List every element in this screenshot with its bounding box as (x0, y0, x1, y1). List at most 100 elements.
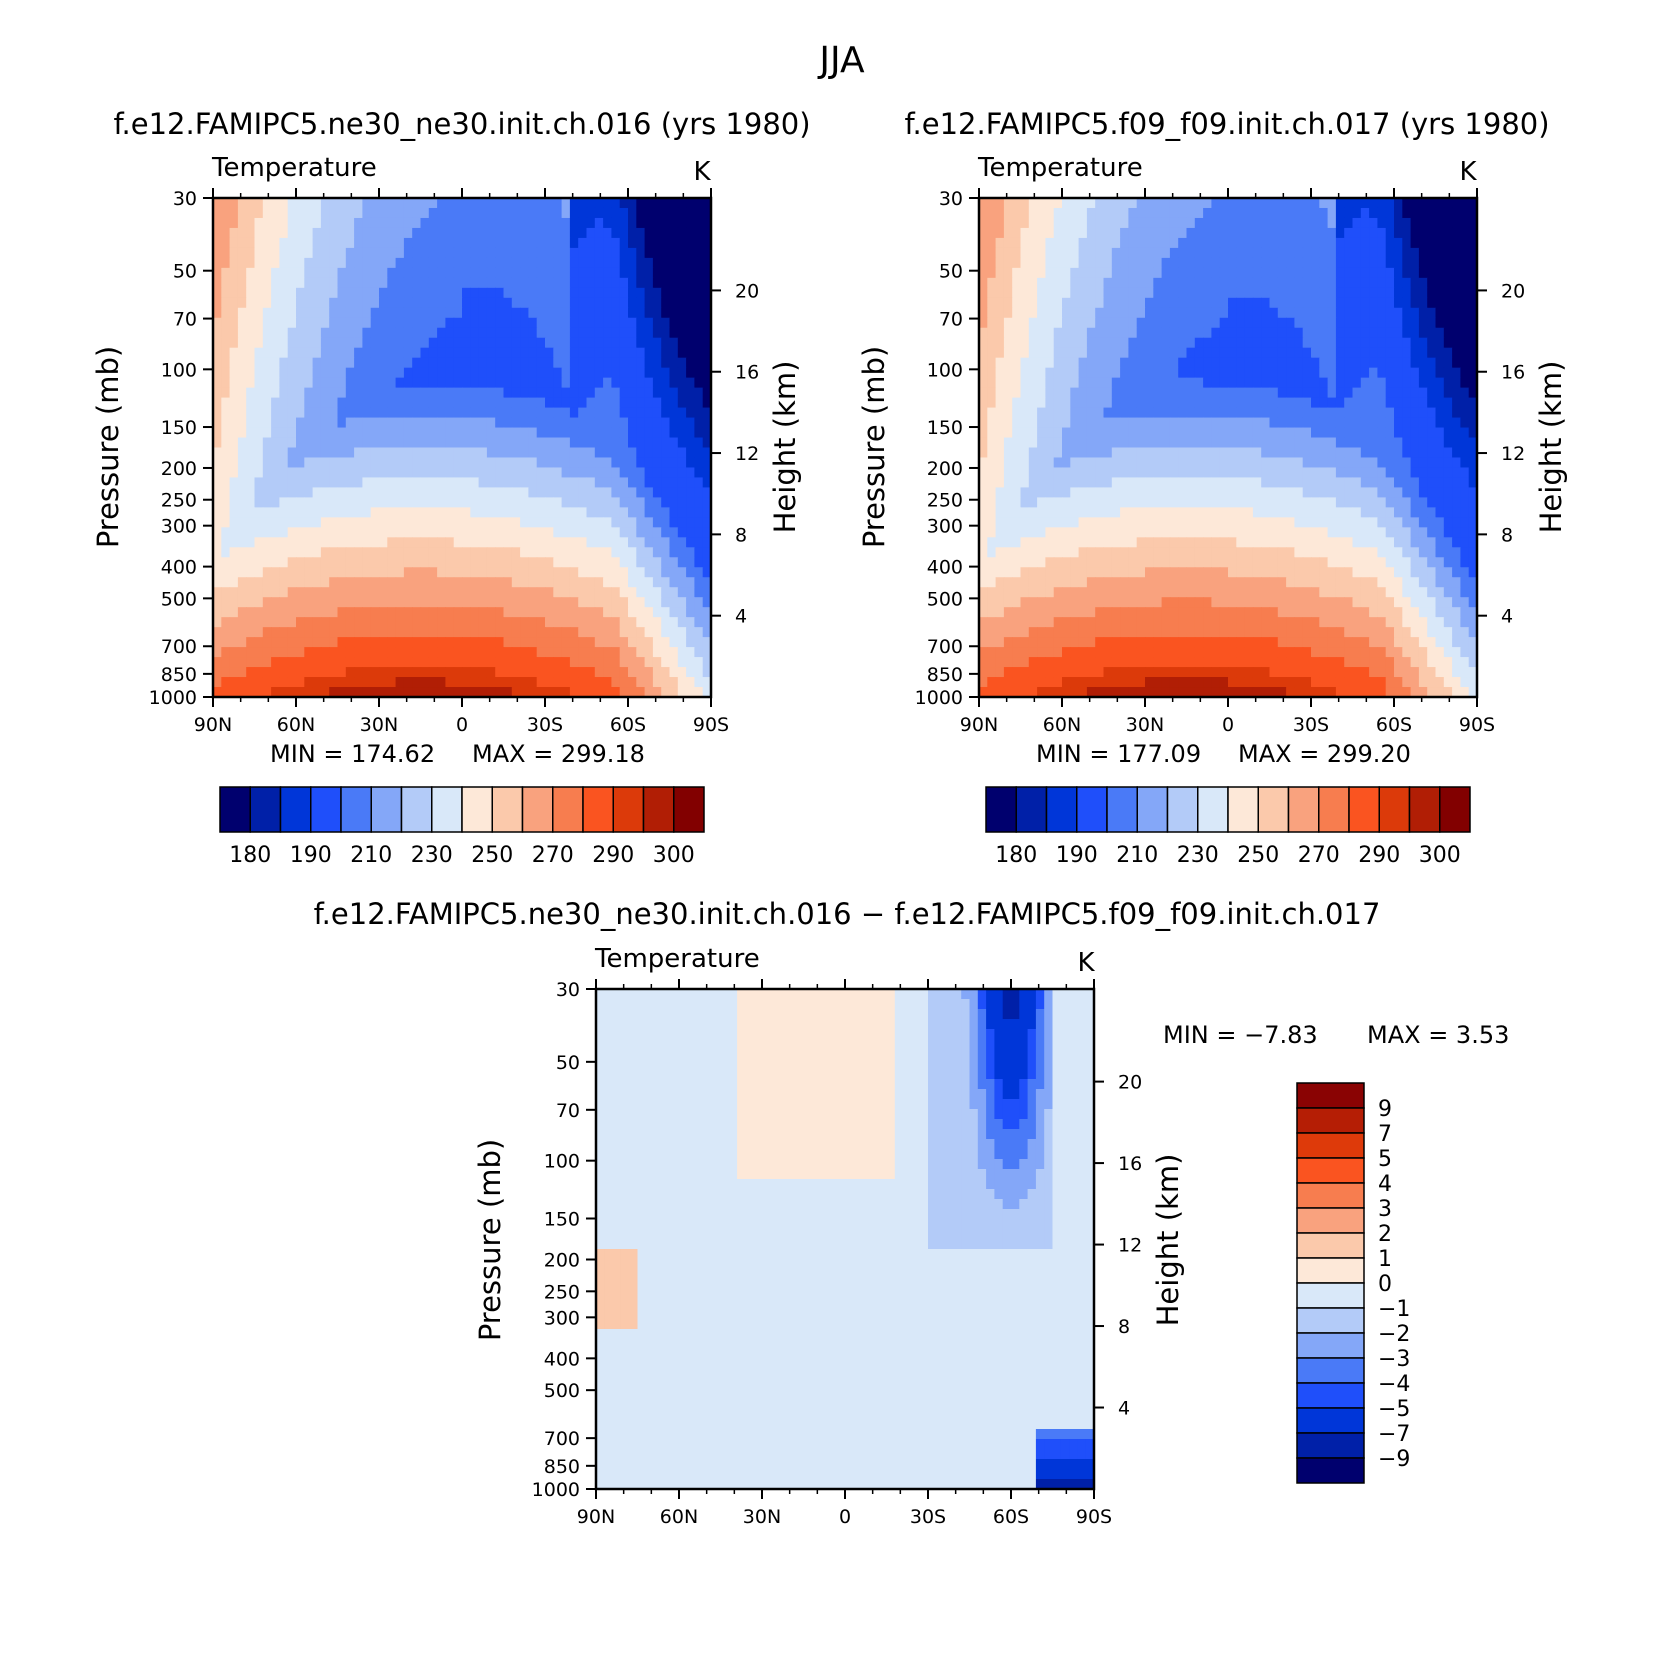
heat-cell (1252, 198, 1262, 209)
heat-cell (1103, 387, 1113, 399)
heat-cell (628, 247, 637, 259)
heat-cell (1012, 407, 1022, 419)
heat-cell (370, 217, 380, 229)
heat-cell (1153, 427, 1163, 439)
heat-cell (1327, 297, 1337, 309)
heat-cell (661, 677, 671, 688)
heat-cell (1136, 487, 1146, 498)
heat-cell (511, 657, 521, 668)
heat-cell (1003, 207, 1013, 219)
heat-cell (1269, 477, 1279, 489)
heat-cell (1443, 227, 1453, 239)
heat-cell (1261, 367, 1271, 379)
heat-cell (636, 567, 646, 578)
heat-cell (395, 357, 405, 369)
heat-cell (395, 617, 405, 628)
heat-cell (511, 457, 521, 469)
heat-cell (495, 557, 505, 568)
heat-cell (520, 467, 529, 479)
heat-cell (1327, 357, 1337, 369)
heat-cell (213, 627, 222, 638)
heat-cell (528, 247, 538, 259)
heat-cell (1427, 437, 1437, 449)
heat-cell (1062, 257, 1071, 269)
heat-cell (1145, 227, 1154, 239)
heat-cell (503, 517, 513, 528)
heat-cell (1269, 487, 1279, 498)
heat-cell (1443, 427, 1453, 439)
heat-cell (1219, 447, 1229, 459)
heat-cell (1385, 417, 1395, 429)
heat-cell (1352, 277, 1362, 289)
heat-cell (511, 637, 521, 648)
heat-cell (1418, 477, 1428, 489)
heat-cell (379, 527, 388, 538)
heat-cell (1261, 337, 1271, 349)
contour-fill (213, 198, 712, 698)
heat-cell (1219, 198, 1229, 209)
heat-cell (586, 257, 596, 269)
heat-cell (395, 327, 405, 339)
heat-cell (1344, 437, 1354, 449)
heat-cell (320, 507, 330, 518)
heat-cell (428, 287, 438, 299)
heat-cell (246, 307, 256, 319)
heat-cell (420, 367, 430, 379)
heat-cell (1369, 477, 1378, 489)
heat-cell (437, 447, 446, 459)
heat-cell (1053, 227, 1063, 239)
heat-cell (320, 457, 330, 469)
heat-cell (271, 547, 280, 558)
heat-cell (1070, 487, 1080, 498)
heat-cell (387, 607, 397, 618)
heat-cell (1311, 457, 1320, 469)
heat-cell (437, 687, 446, 698)
heat-cell (1086, 437, 1096, 449)
heat-cell (470, 277, 480, 289)
heat-cell (1286, 257, 1295, 269)
heat-cell (329, 557, 339, 568)
heat-cell (603, 597, 612, 608)
heat-cell (345, 267, 355, 279)
heat-cell (1111, 297, 1121, 309)
heat-cell (586, 367, 596, 379)
heat-cell (304, 417, 314, 429)
heat-cell (553, 397, 563, 409)
heat-cell (1427, 447, 1437, 459)
heat-cell (1095, 337, 1105, 349)
heat-cell (254, 397, 264, 409)
heat-cell (1095, 497, 1105, 508)
heat-cell (229, 297, 239, 309)
heat-cell (362, 347, 372, 359)
heat-cell (1311, 417, 1320, 429)
heat-cell (271, 627, 280, 638)
heat-cell (1153, 457, 1163, 469)
heat-cell (652, 507, 662, 518)
heat-cell (1219, 227, 1229, 239)
heat-cell (1468, 457, 1478, 469)
colorbar-swatch (310, 786, 342, 833)
heat-cell (619, 647, 629, 658)
heat-cell (603, 267, 612, 279)
heat-cell (1244, 477, 1254, 489)
heat-cell (553, 317, 563, 329)
heat-cell (1145, 407, 1154, 419)
heat-cell (1070, 407, 1080, 419)
heat-cell (213, 198, 222, 209)
heat-cell (453, 257, 463, 269)
heat-cell (229, 287, 239, 299)
heat-cell (1369, 487, 1378, 498)
heat-cell (1269, 247, 1279, 259)
heat-cell (987, 387, 997, 399)
heat-cell (412, 267, 422, 279)
heat-cell (495, 297, 505, 309)
heat-cell (1385, 437, 1395, 449)
heat-cell (1128, 257, 1138, 269)
heat-cell (1028, 247, 1038, 259)
heat-cell (345, 277, 355, 289)
heat-cell (677, 567, 687, 578)
heat-cell (594, 367, 604, 379)
heat-cell (611, 597, 621, 608)
heat-cell (586, 517, 596, 528)
heat-cell (1435, 207, 1445, 219)
